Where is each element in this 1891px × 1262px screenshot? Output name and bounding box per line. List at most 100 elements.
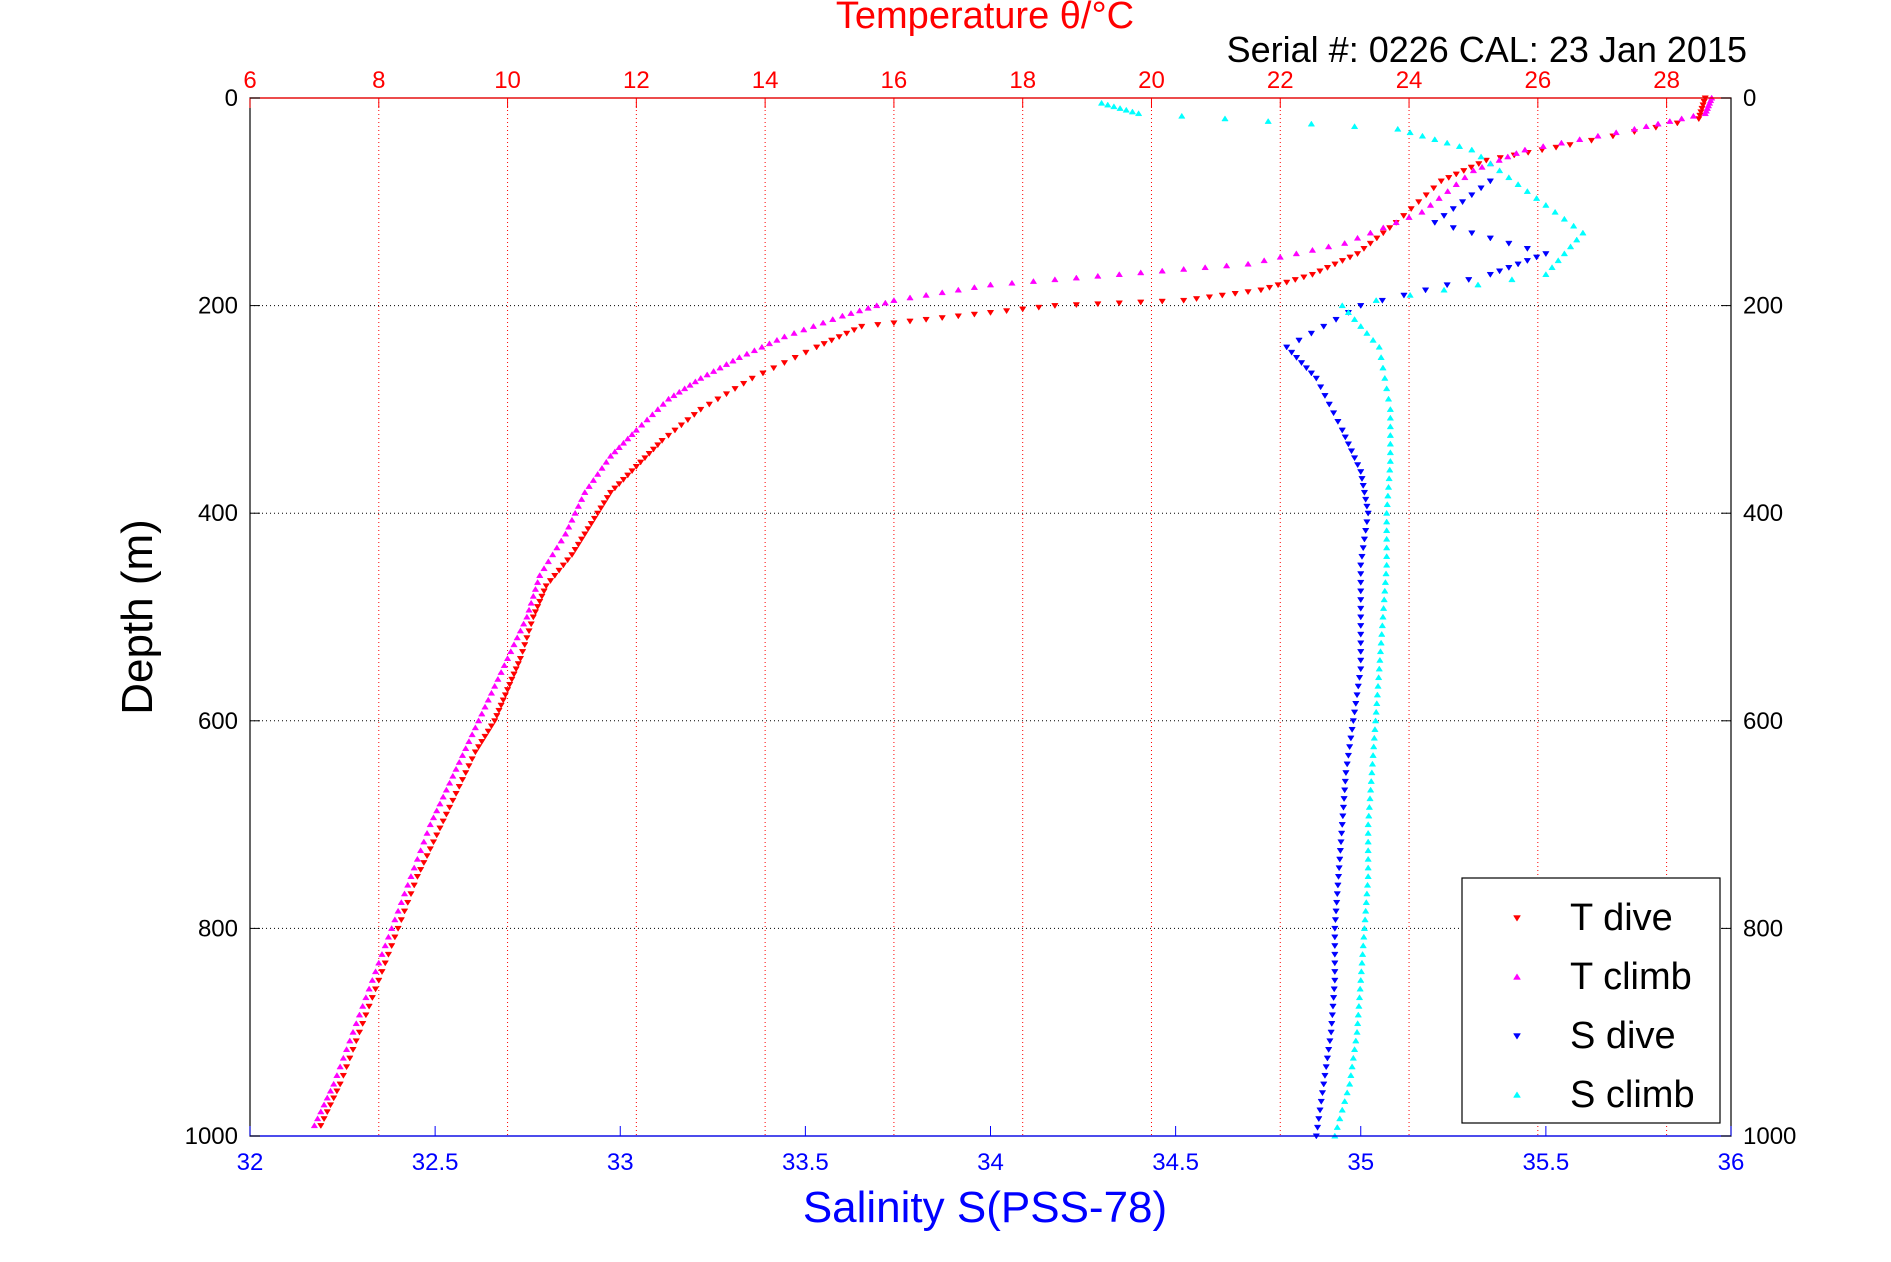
- data-point: [606, 489, 615, 496]
- data-point: [516, 656, 525, 662]
- data-point: [333, 1072, 341, 1078]
- data-point: [874, 322, 882, 328]
- data-point: [1364, 829, 1372, 836]
- data-point: [770, 365, 778, 372]
- data-point: [1192, 296, 1201, 303]
- data-point: [429, 839, 438, 846]
- data-point: [1377, 354, 1385, 360]
- data-point: [1316, 268, 1324, 275]
- data-point: [1364, 855, 1372, 862]
- data-point: [765, 340, 774, 347]
- data-point: [1320, 1081, 1328, 1088]
- data-point: [478, 739, 486, 745]
- data-point: [658, 438, 666, 444]
- data-point: [397, 917, 405, 924]
- series-s-climb: [1097, 99, 1587, 1139]
- data-point: [838, 312, 847, 319]
- data-point: [1630, 125, 1639, 132]
- data-point: [1467, 164, 1475, 171]
- data-point: [1587, 137, 1596, 144]
- data-point: [938, 289, 946, 296]
- data-point: [1359, 545, 1367, 552]
- data-point: [740, 380, 748, 387]
- data-point: [474, 717, 483, 724]
- tick-label-temperature: 6: [243, 67, 256, 94]
- data-point: [1407, 206, 1415, 213]
- tick-label-salinity: 34: [977, 1149, 1004, 1176]
- data-point: [1094, 301, 1102, 308]
- data-point: [703, 371, 711, 378]
- data-point: [465, 763, 473, 770]
- tick-label-depth-left: 200: [198, 293, 238, 320]
- data-point: [881, 299, 889, 306]
- data-point: [1542, 271, 1550, 277]
- legend-marker-t-dive: [1513, 915, 1521, 922]
- data-point: [598, 464, 606, 471]
- data-point: [1316, 384, 1325, 391]
- data-point: [1331, 925, 1339, 932]
- tick-label-salinity: 33.5: [782, 1149, 829, 1176]
- legend-box: [1461, 877, 1721, 1124]
- data-point: [1354, 1011, 1362, 1018]
- data-point: [922, 291, 930, 298]
- data-point: [1357, 640, 1365, 647]
- data-point: [1383, 509, 1391, 516]
- data-point: [416, 867, 425, 873]
- data-point: [1698, 105, 1706, 112]
- data-point: [1532, 194, 1541, 201]
- data-point: [1287, 349, 1296, 356]
- data-point: [1283, 279, 1291, 286]
- data-point: [1343, 1089, 1351, 1096]
- data-point: [1560, 215, 1569, 222]
- data-point: [484, 696, 492, 703]
- data-point: [330, 1080, 338, 1087]
- data-point: [1340, 239, 1349, 246]
- data-point: [1180, 297, 1188, 304]
- data-point: [628, 468, 636, 475]
- data-point: [697, 374, 705, 381]
- data-point: [1523, 246, 1532, 252]
- data-point: [645, 451, 653, 457]
- data-point: [1325, 401, 1333, 408]
- data-point: [654, 406, 662, 412]
- data-point: [551, 572, 559, 579]
- data-point: [1338, 258, 1347, 264]
- data-point: [691, 378, 700, 385]
- data-point: [1461, 174, 1469, 181]
- data-point: [1573, 236, 1581, 243]
- data-point: [518, 649, 527, 655]
- data-point: [1368, 760, 1377, 767]
- data-point: [525, 606, 533, 613]
- data-point: [495, 707, 503, 714]
- tick-label-temperature: 22: [1267, 67, 1294, 94]
- data-point: [1386, 406, 1395, 412]
- data-point: [581, 531, 589, 538]
- data-point: [809, 323, 818, 329]
- data-point: [1386, 440, 1395, 447]
- data-point: [436, 825, 444, 832]
- data-point: [375, 977, 383, 984]
- data-point: [423, 829, 431, 836]
- data-point: [326, 1087, 335, 1094]
- data-point: [510, 641, 518, 648]
- data-point: [407, 873, 415, 879]
- data-point: [436, 800, 444, 807]
- data-point: [1329, 410, 1338, 417]
- data-point: [1349, 1054, 1358, 1061]
- data-point: [400, 890, 409, 897]
- data-point: [1353, 1028, 1361, 1035]
- data-point: [1465, 277, 1473, 284]
- data-point: [1505, 240, 1513, 247]
- data-point: [420, 860, 428, 867]
- data-point: [452, 765, 460, 772]
- data-point: [1302, 365, 1311, 372]
- data-point: [1347, 1072, 1355, 1078]
- data-point: [780, 333, 789, 340]
- data-point: [1696, 112, 1704, 119]
- data-point: [1329, 1003, 1337, 1010]
- data-point: [1700, 98, 1708, 105]
- data-point: [1364, 821, 1372, 828]
- data-point: [1318, 1090, 1327, 1097]
- data-point: [1360, 246, 1368, 252]
- data-point: [722, 361, 731, 367]
